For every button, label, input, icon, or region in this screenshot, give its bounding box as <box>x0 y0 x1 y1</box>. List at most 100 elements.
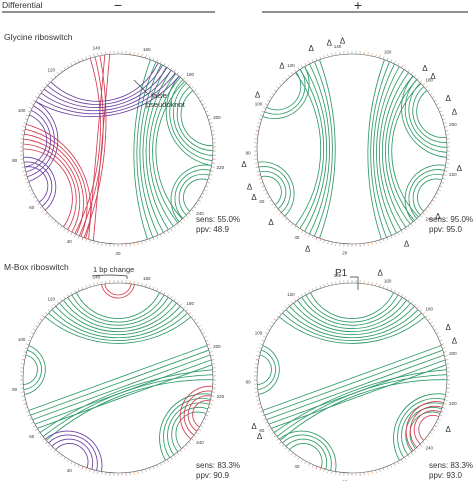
nucleotide-tick <box>163 291 166 295</box>
nucleotide-tick <box>133 471 135 475</box>
nucleotide-tick <box>205 185 209 188</box>
nucleotide-tick <box>170 67 173 71</box>
helix-arc <box>280 379 448 441</box>
nucleotide-tick <box>271 202 275 206</box>
nucleotide-tick <box>39 435 43 438</box>
helix-arc <box>24 345 46 395</box>
nucleotide-tick <box>256 170 260 172</box>
position-tick-label: 60 <box>29 205 35 210</box>
nucleotide-tick <box>327 240 329 244</box>
nucleotide-tick <box>266 196 270 199</box>
nucleotide-tick <box>26 410 30 413</box>
nucleotide-tick <box>203 189 207 191</box>
mutation-delta-marker: Δ <box>327 38 333 47</box>
nucleotide-tick <box>191 315 194 318</box>
helix-arc <box>258 166 291 213</box>
helix-arc <box>376 66 400 234</box>
mutation-delta-marker: Δ <box>255 91 261 100</box>
nucleotide-tick <box>439 339 443 342</box>
nucleotide-tick <box>258 347 262 349</box>
nucleotide-tick <box>367 281 369 285</box>
nucleotide-tick <box>434 328 438 331</box>
helix-arc <box>71 294 165 323</box>
nucleotide-tick <box>97 470 99 474</box>
nucleotide-tick <box>290 452 294 455</box>
position-tick-label: 120 <box>287 292 295 297</box>
nucleotide-tick <box>290 223 294 226</box>
nucleotide-tick <box>263 189 267 191</box>
nucleotide-tick <box>255 130 259 132</box>
helix-arc <box>271 364 447 429</box>
helix-arc <box>258 345 280 395</box>
nucleotide-tick <box>271 92 275 96</box>
nucleotide-tick <box>53 74 57 78</box>
helix-arc <box>404 79 447 153</box>
nucleotide-tick <box>156 235 159 239</box>
nucleotide-tick <box>137 282 139 286</box>
nucleotide-tick <box>66 294 70 297</box>
nucleotide-tick <box>407 454 410 458</box>
nucleotide-tick <box>443 174 447 176</box>
nucleotide-tick <box>269 199 272 202</box>
nucleotide-tick <box>29 336 33 338</box>
nucleotide-tick <box>397 62 400 66</box>
mutation-delta-marker: Δ <box>251 422 257 431</box>
helix-arc <box>405 401 444 452</box>
helix-arc <box>183 390 213 436</box>
nucleotide-tick <box>137 241 139 245</box>
nucleotide-tick <box>163 232 166 236</box>
nucleotide-tick <box>35 96 38 99</box>
nucleotide-tick <box>410 223 414 226</box>
helix-arc <box>165 75 212 166</box>
helix-arc <box>413 410 441 445</box>
helix-arc <box>180 90 213 147</box>
nucleotide-tick <box>284 77 288 80</box>
nucleotide-tick <box>188 312 191 315</box>
nucleotide-tick <box>141 240 143 244</box>
helix-arc <box>295 72 322 226</box>
nucleotide-tick <box>319 467 322 471</box>
helix-arc <box>314 61 333 237</box>
nucleotide-tick <box>367 471 369 475</box>
nucleotide-tick <box>444 126 448 128</box>
nucleotide-tick <box>427 435 431 438</box>
nucleotide-tick <box>70 232 73 236</box>
nucleotide-tick <box>261 185 265 188</box>
nucleotide-tick <box>141 469 143 473</box>
nucleotide-tick <box>148 56 151 60</box>
helix-arc <box>273 369 447 433</box>
nucleotide-tick <box>191 438 194 441</box>
nucleotide-tick <box>53 449 57 453</box>
nucleotide-tick <box>442 347 446 349</box>
nucleotide-tick <box>23 403 27 405</box>
helix-arc <box>264 69 306 115</box>
helix-arc <box>409 405 443 448</box>
nucleotide-tick <box>205 414 209 417</box>
nucleotide-tick <box>202 421 205 424</box>
nucleotide-tick <box>188 441 191 444</box>
nucleotide-tick <box>145 468 147 472</box>
nucleotide-tick <box>202 192 205 195</box>
nucleotide-tick <box>432 96 435 99</box>
nucleotide-tick <box>179 449 183 453</box>
nucleotide-tick <box>371 282 373 286</box>
p1-label: P1 <box>335 268 348 279</box>
nucleotide-tick <box>47 215 51 218</box>
nucleotide-tick <box>311 464 314 468</box>
nucleotide-tick <box>45 441 48 444</box>
helix-arc <box>391 83 422 218</box>
nucleotide-tick <box>185 80 189 83</box>
nucleotide-tick <box>410 452 414 455</box>
helix-arc <box>367 59 385 240</box>
nucleotide-tick <box>257 174 261 176</box>
nucleotide-tick <box>297 456 300 460</box>
nucleotide-tick <box>427 89 431 92</box>
nucleotide-tick <box>260 114 264 117</box>
nucleotide-tick <box>185 444 189 447</box>
nucleotide-tick <box>85 238 88 242</box>
nucleotide-tick <box>209 403 213 405</box>
nucleotide-tick <box>400 294 404 297</box>
nucleotide-tick <box>404 67 407 71</box>
nucleotide-tick <box>37 321 41 325</box>
